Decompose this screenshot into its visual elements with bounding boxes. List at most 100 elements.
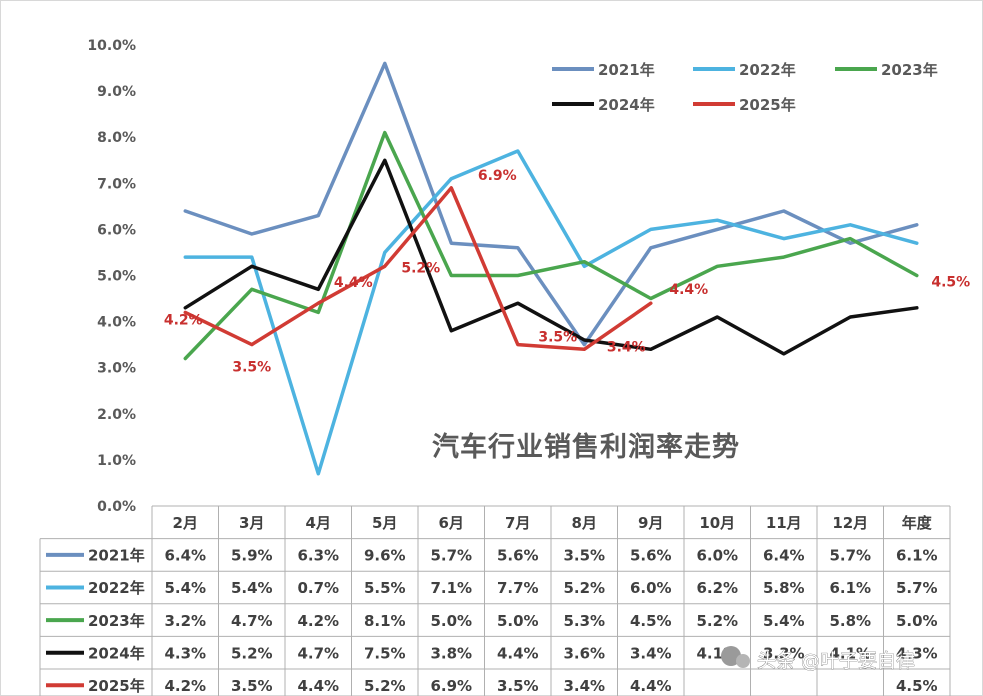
table-cell: 3.2% bbox=[164, 612, 206, 630]
table-cell: 5.0% bbox=[896, 612, 938, 630]
series-lines bbox=[183, 61, 919, 476]
table-cell: 4.3% bbox=[164, 644, 206, 662]
table-cell: 5.4% bbox=[231, 579, 273, 597]
table-cell: 7.5% bbox=[364, 644, 406, 662]
table-cell: 4.4% bbox=[497, 644, 539, 662]
table-header-cell: 年度 bbox=[902, 514, 933, 532]
table-cell: 6.1% bbox=[896, 547, 938, 565]
table-header-cell: 6月 bbox=[439, 514, 464, 532]
table-cell: 6.3% bbox=[297, 547, 339, 565]
table-header-cell: 10月 bbox=[699, 514, 735, 532]
legend-label: 2021年 bbox=[598, 61, 655, 79]
data-label: 4.5% bbox=[931, 275, 970, 291]
data-label: 4.4% bbox=[334, 275, 373, 291]
table-row-label: 2021年 bbox=[88, 547, 145, 565]
table-cell: 6.9% bbox=[430, 677, 472, 695]
series-line-1 bbox=[183, 149, 919, 476]
table-cell: 5.8% bbox=[763, 579, 805, 597]
y-axis: 0.0% 1.0% 2.0% 3.0% 4.0% 5.0% 6.0% 7.0% 8.0% 9.0%… bbox=[87, 38, 136, 515]
table-cell: 6.2% bbox=[696, 579, 738, 597]
legend-label: 2023年 bbox=[881, 61, 938, 79]
y-tick-label: 7.0% bbox=[97, 176, 136, 192]
table-cell: 4.4% bbox=[630, 677, 672, 695]
table-cell: 3.3% bbox=[763, 644, 805, 662]
table-cell: 5.2% bbox=[563, 579, 605, 597]
table-cell: 5.4% bbox=[763, 612, 805, 630]
wechat-bubble-icon-small bbox=[736, 654, 750, 668]
table-header-cell: 4月 bbox=[306, 514, 331, 532]
table-cell: 5.7% bbox=[896, 579, 938, 597]
data-label: 3.4% bbox=[607, 339, 646, 355]
table-cell: 4.4% bbox=[297, 677, 339, 695]
table-cell: 0.7% bbox=[297, 579, 339, 597]
table-row-label: 2025年 bbox=[88, 677, 145, 695]
data-labels: 4.2% 3.5% 4.4% 5.2% 6.9% 3.5% 3.4% 4.4% 4.5% bbox=[164, 168, 970, 376]
table-row-label: 2022年 bbox=[88, 579, 145, 597]
table-cell: 3.4% bbox=[630, 644, 672, 662]
table-cell: 6.0% bbox=[696, 547, 738, 565]
table-cell: 6.1% bbox=[829, 579, 871, 597]
data-table: 2月 3月 4月 5月 6月 7月 8月 9月 10月 11月 12月 年度 2021年 6.4% 5.9%… bbox=[39, 505, 951, 696]
table-cell: 4.2% bbox=[164, 677, 206, 695]
data-label: 5.2% bbox=[401, 260, 440, 276]
y-tick-label: 10.0% bbox=[87, 38, 136, 54]
table-cell: 3.4% bbox=[563, 677, 605, 695]
table-cell: 6.4% bbox=[164, 547, 206, 565]
table-cell: 5.9% bbox=[231, 547, 273, 565]
table-cell: 4.7% bbox=[231, 612, 273, 630]
legend-label: 2024年 bbox=[598, 96, 655, 114]
data-label: 3.5% bbox=[232, 360, 271, 376]
table-cell: 5.7% bbox=[829, 547, 871, 565]
legend-label: 2022年 bbox=[739, 61, 796, 79]
data-label: 4.2% bbox=[164, 312, 203, 328]
table-cell: 6.4% bbox=[763, 547, 805, 565]
table-cell: 7.7% bbox=[497, 579, 539, 597]
table-header-cell: 11月 bbox=[766, 514, 802, 532]
y-tick-label: 9.0% bbox=[97, 84, 136, 100]
series-line-2 bbox=[183, 130, 919, 361]
y-tick-label: 8.0% bbox=[97, 130, 136, 146]
series-line-4 bbox=[183, 186, 653, 352]
table-cell: 3.6% bbox=[563, 644, 605, 662]
table-cell: 4.1% bbox=[829, 644, 871, 662]
table-cell: 5.3% bbox=[563, 612, 605, 630]
table-cell: 5.4% bbox=[164, 579, 206, 597]
y-tick-label: 2.0% bbox=[97, 407, 136, 423]
table-cell: 3.8% bbox=[430, 644, 472, 662]
table-cell: 5.5% bbox=[364, 579, 406, 597]
y-tick-label: 0.0% bbox=[97, 499, 136, 515]
data-label: 6.9% bbox=[478, 168, 517, 184]
legend: 2021年 2022年 2023年 2024年 2025年 bbox=[552, 61, 938, 114]
table-cell: 4.3% bbox=[896, 644, 938, 662]
table-cell: 5.2% bbox=[364, 677, 406, 695]
series-line-3 bbox=[183, 158, 919, 356]
table-header-cell: 8月 bbox=[572, 514, 597, 532]
chart-title: 汽车行业销售利润率走势 bbox=[432, 431, 740, 463]
table-cell: 5.8% bbox=[829, 612, 871, 630]
table-cell: 5.2% bbox=[231, 644, 273, 662]
table-cell: 5.2% bbox=[696, 612, 738, 630]
table-cell: 5.0% bbox=[497, 612, 539, 630]
y-tick-label: 6.0% bbox=[97, 222, 136, 238]
y-tick-label: 3.0% bbox=[97, 361, 136, 377]
table-cell: 4.7% bbox=[297, 644, 339, 662]
table-cell: 9.6% bbox=[364, 547, 406, 565]
y-tick-label: 5.0% bbox=[97, 269, 136, 285]
table-header-cell: 2月 bbox=[173, 514, 198, 532]
table-row-label: 2023年 bbox=[88, 612, 145, 630]
table-cell: 8.1% bbox=[364, 612, 406, 630]
table-cell: 6.0% bbox=[630, 579, 672, 597]
table-cell: 3.5% bbox=[497, 677, 539, 695]
legend-label: 2025年 bbox=[739, 96, 796, 114]
table-header-cell: 3月 bbox=[239, 514, 264, 532]
table-header-cell: 7月 bbox=[505, 514, 530, 532]
table-cell: 3.5% bbox=[563, 547, 605, 565]
y-tick-label: 4.0% bbox=[97, 315, 136, 331]
y-tick-label: 1.0% bbox=[97, 453, 136, 469]
data-label: 4.4% bbox=[669, 282, 708, 298]
table-cell: 7.1% bbox=[430, 579, 472, 597]
table-header-cell: 12月 bbox=[832, 514, 868, 532]
table-cell: 5.6% bbox=[497, 547, 539, 565]
